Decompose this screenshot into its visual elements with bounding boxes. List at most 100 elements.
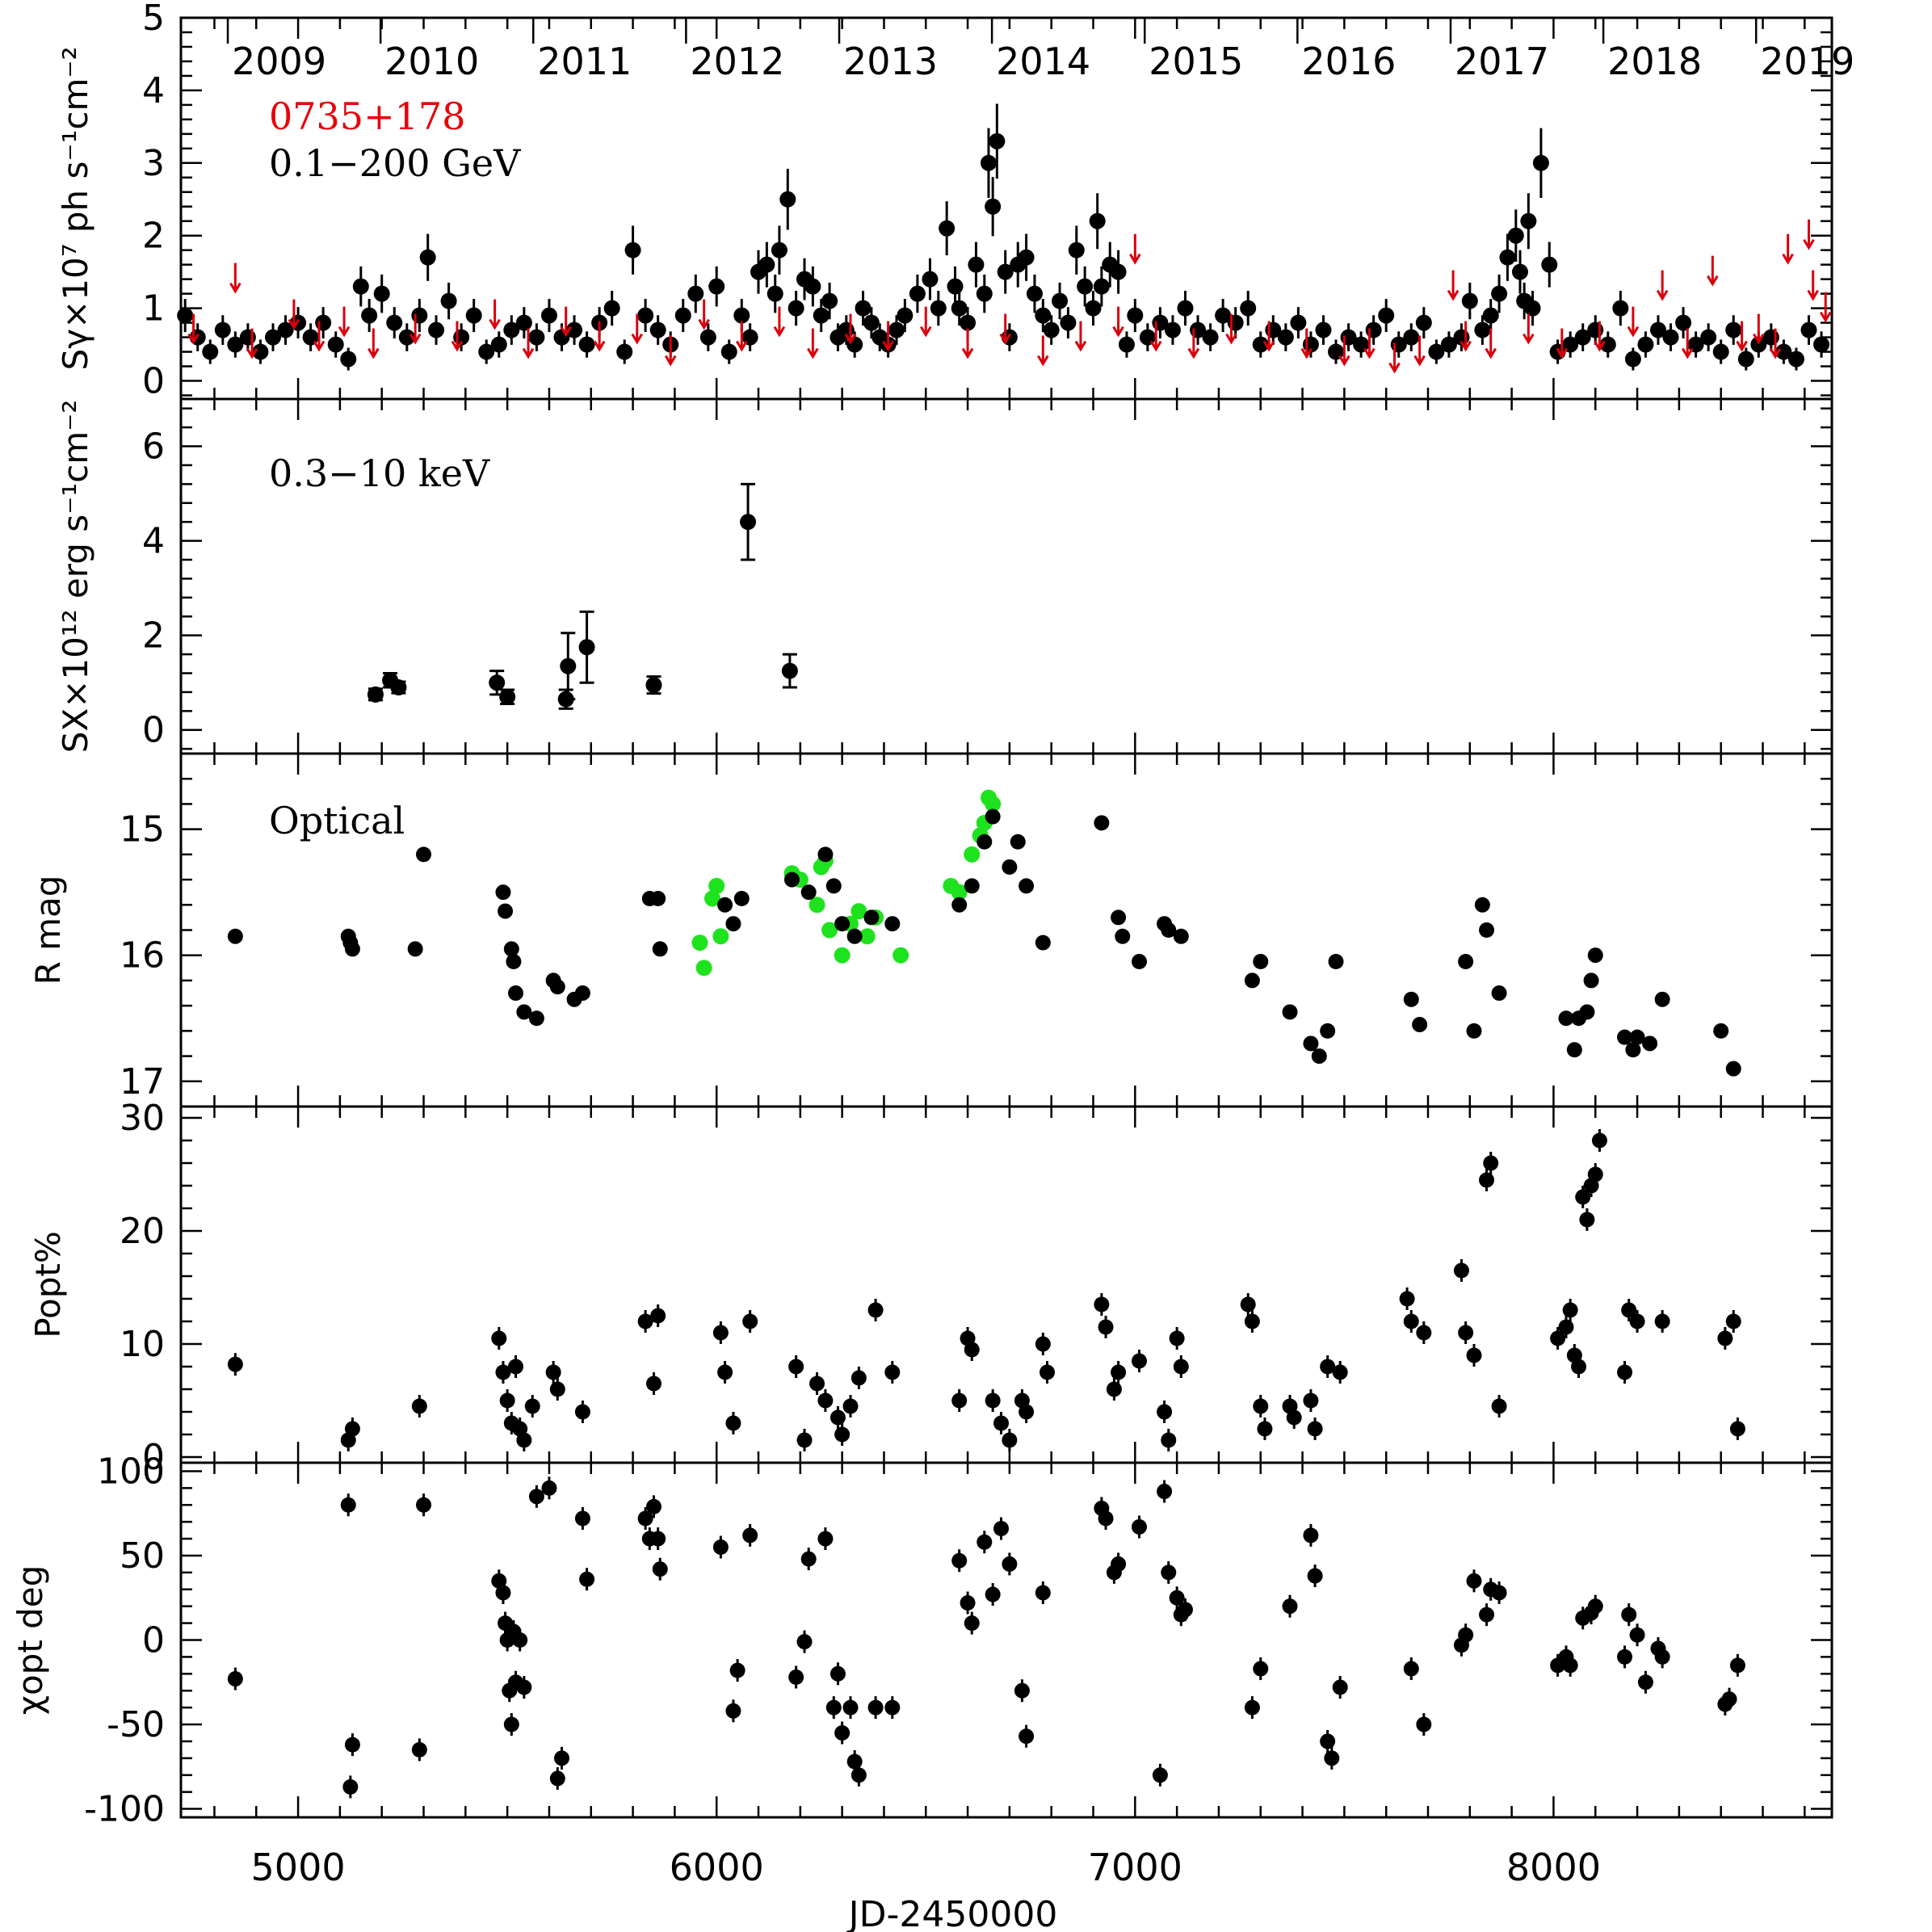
optical-point-green <box>808 897 825 914</box>
gamma-point <box>637 307 654 324</box>
optical-point <box>717 897 733 913</box>
optical-point-green <box>964 846 981 863</box>
pol-point <box>964 1342 980 1358</box>
gamma-point <box>708 278 725 295</box>
angle-point <box>993 1521 1010 1537</box>
gamma-point <box>1378 307 1395 324</box>
optical-point <box>1566 1042 1582 1058</box>
year-label: 2010 <box>384 40 479 83</box>
optical-point <box>1094 815 1110 831</box>
optical-point <box>846 928 863 944</box>
gamma-point <box>1240 300 1257 317</box>
gamma-point <box>1491 285 1508 302</box>
gamma-point <box>1164 321 1181 338</box>
gamma-point <box>1541 256 1558 273</box>
gamma-upper-limit <box>1819 292 1832 323</box>
gamma-upper-limit <box>1807 270 1819 301</box>
xray-point <box>367 686 384 703</box>
gamma-point <box>687 285 704 302</box>
pol-point <box>1575 1189 1591 1205</box>
optical-point-green <box>821 922 838 939</box>
pol-point <box>1483 1155 1499 1171</box>
pol-point <box>1562 1302 1578 1318</box>
gamma-upper-limit <box>1681 328 1694 359</box>
angle-point <box>742 1527 758 1544</box>
gamma-point <box>1675 314 1692 331</box>
pol-point <box>1629 1313 1645 1329</box>
pol-point <box>1571 1359 1587 1375</box>
pol-point <box>1157 1404 1173 1420</box>
gamma-point <box>1227 314 1244 331</box>
angle-point <box>1416 1716 1432 1732</box>
optical-point <box>503 941 519 957</box>
pol-point <box>1018 1404 1035 1420</box>
y-tick-label: 30 <box>120 1098 165 1139</box>
y-tick-label: 15 <box>120 809 165 850</box>
gamma-point <box>1202 329 1219 346</box>
gamma-point <box>1428 343 1445 360</box>
angle-point <box>867 1699 884 1716</box>
pol-point <box>574 1404 590 1420</box>
optical-point <box>725 916 741 932</box>
optical-point <box>416 846 432 863</box>
optical-point-green <box>708 877 725 894</box>
angle-point <box>960 1595 976 1611</box>
gamma-upper-limit <box>522 328 535 359</box>
gamma-point <box>428 321 445 338</box>
gamma-point <box>813 307 830 324</box>
gamma-upper-limit <box>1112 306 1124 338</box>
angle-point <box>1729 1657 1745 1674</box>
pol-point <box>1550 1330 1566 1346</box>
gamma-point <box>947 278 964 295</box>
gamma-upper-limit <box>451 321 464 352</box>
gamma-point <box>1712 343 1729 360</box>
angle-point <box>830 1665 846 1682</box>
gamma-point <box>930 300 947 317</box>
gamma-point <box>1077 278 1094 295</box>
x-tick-label: 5000 <box>251 1846 346 1889</box>
gamma-point <box>951 300 968 317</box>
pol-point <box>884 1364 901 1380</box>
pol-point <box>545 1364 561 1380</box>
angle-point <box>1098 1510 1114 1527</box>
gamma-upper-limit <box>593 321 606 352</box>
pol-point <box>1240 1296 1256 1312</box>
optical-point <box>498 903 514 919</box>
gamma-point <box>888 321 905 338</box>
gamma-upper-limit <box>489 299 501 330</box>
y-tick-label: 0 <box>142 361 165 402</box>
angle-point <box>1621 1606 1637 1623</box>
pol-point <box>1303 1392 1319 1409</box>
pol-point <box>1416 1325 1432 1341</box>
pol-point <box>495 1364 511 1380</box>
gamma-point <box>603 300 620 317</box>
gamma-energy-label: 0.1−200 GeV <box>269 141 521 185</box>
angle-point <box>834 1724 850 1741</box>
gamma-upper-limit <box>882 321 894 352</box>
y-tick-label: 16 <box>120 935 165 976</box>
pol-point <box>788 1359 804 1375</box>
gamma-point <box>699 329 716 346</box>
angle-point <box>516 1679 532 1695</box>
y-tick-label: 6 <box>142 426 165 468</box>
gamma-upper-limit <box>1556 328 1569 359</box>
pol-point <box>1094 1296 1110 1312</box>
gamma-point <box>352 278 369 295</box>
optical-point <box>549 979 565 995</box>
optical-point <box>1725 1060 1741 1077</box>
pol-point <box>1035 1336 1051 1352</box>
data-marks <box>177 103 1832 1799</box>
angle-point <box>729 1662 746 1678</box>
gamma-upper-limit <box>560 306 572 338</box>
y-axis-title: SX×10¹² erg s⁻¹cm⁻² <box>56 400 95 753</box>
angle-point <box>884 1699 901 1716</box>
year-label: 2009 <box>232 40 326 83</box>
angle-point <box>725 1703 741 1719</box>
angle-point <box>1035 1585 1051 1601</box>
gamma-point <box>440 292 457 309</box>
angle-point <box>650 1531 666 1547</box>
optical-point <box>1173 928 1189 944</box>
pol-point <box>817 1392 834 1409</box>
angle-point <box>1132 1518 1148 1535</box>
y-tick-label: 5 <box>142 0 165 39</box>
